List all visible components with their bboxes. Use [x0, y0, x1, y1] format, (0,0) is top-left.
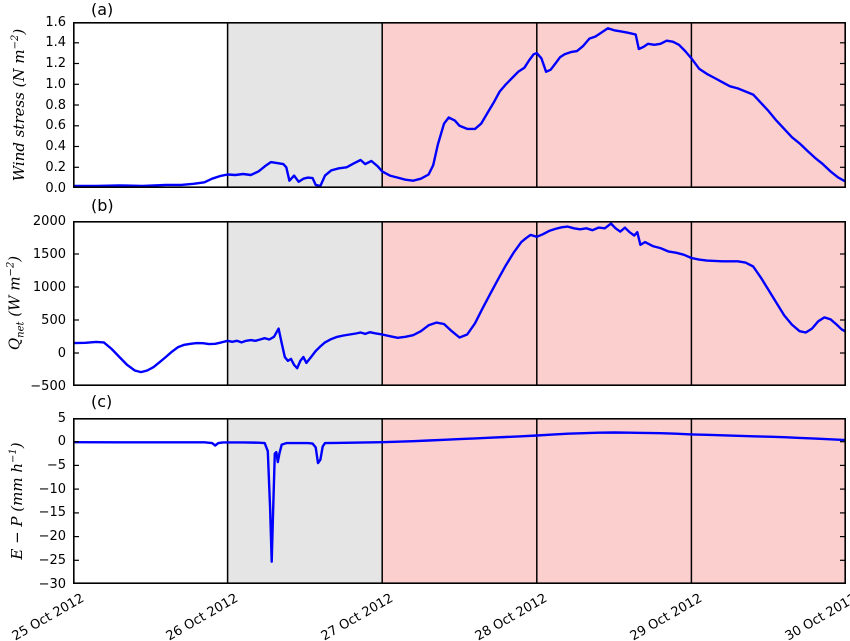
data-series-line [73, 26, 846, 188]
y-tick-label: 1.6 [45, 14, 66, 30]
pink-band [382, 418, 846, 584]
panel-b-svg [73, 221, 846, 386]
y-axis-label-segment: −2 [5, 261, 17, 277]
panel-c-title: (c) [91, 392, 113, 411]
x-tick-label: 26 Oct 2012 [164, 591, 242, 641]
y-tick-label: −10 [38, 481, 66, 497]
x-tick-label: 30 Oct 2012 [782, 591, 850, 641]
x-tick-label: 25 Oct 2012 [9, 591, 87, 641]
y-tick-label: 0.8 [45, 97, 66, 113]
x-tick-label: 28 Oct 2012 [473, 591, 551, 641]
y-tick-label: 1500 [32, 246, 66, 262]
panel-a-svg [73, 22, 846, 188]
panel-b-plot-area [73, 221, 846, 386]
y-tick-label: 5 [57, 410, 66, 426]
pink-band [382, 221, 846, 386]
y-tick-label: 500 [41, 312, 66, 328]
y-tick-label: −30 [38, 576, 66, 592]
x-tick-label: 27 Oct 2012 [318, 591, 396, 641]
y-tick-label: 0.0 [45, 180, 66, 196]
y-axis-label-qnet: Qnet (W m−2) [6, 256, 27, 350]
y-tick-label: −5 [46, 457, 66, 473]
y-tick-label: −500 [30, 378, 66, 394]
panel-b-title: (b) [91, 196, 114, 215]
panel-c-svg [73, 418, 846, 584]
y-tick-label: 1.4 [45, 35, 66, 51]
y-tick-label: 0 [57, 434, 66, 450]
axes-frame [73, 418, 846, 584]
x-tick-label: 29 Oct 2012 [627, 591, 705, 641]
data-series-line [73, 431, 846, 563]
gray-band [227, 418, 383, 584]
data-series-line [73, 222, 846, 374]
axes-frame [73, 221, 846, 386]
y-tick-label: 0.4 [45, 139, 66, 154]
y-tick-label: 0.6 [45, 118, 66, 134]
panel-a-title: (a) [91, 0, 114, 19]
y-tick-label: −20 [38, 529, 66, 545]
y-tick-label: 0.2 [45, 159, 66, 175]
y-tick-label: −25 [38, 552, 66, 568]
y-tick-label: 1.0 [45, 76, 66, 92]
gray-band [227, 22, 383, 188]
y-tick-label: 0 [57, 345, 66, 361]
panel-a-plot-area [73, 22, 846, 188]
y-tick-label: 2000 [32, 213, 66, 229]
y-tick-label: 1.2 [45, 56, 66, 71]
panel-c-plot-area [73, 418, 846, 584]
y-tick-label: −15 [38, 505, 66, 521]
pink-band [382, 22, 846, 188]
y-tick-label: 1000 [32, 279, 66, 295]
axes-frame [73, 22, 846, 188]
